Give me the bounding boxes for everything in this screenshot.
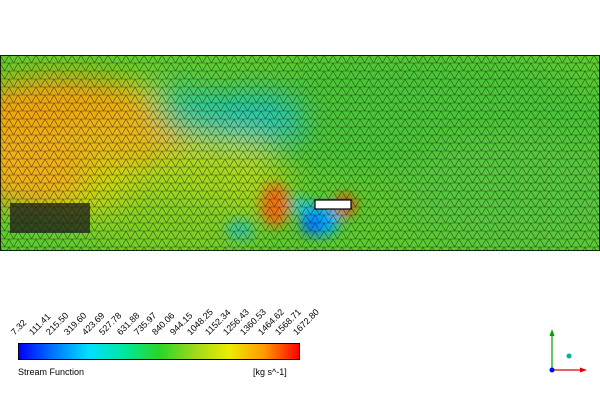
legend-units: [kg s^-1] — [253, 367, 287, 377]
triad-center-icon — [566, 353, 572, 359]
legend-colorbar — [18, 343, 300, 360]
stream-function-contour-plot[interactable] — [0, 55, 600, 251]
legend-title: Stream Function — [18, 367, 85, 377]
axis-triad-icon[interactable] — [540, 326, 588, 376]
obstacle — [314, 199, 352, 210]
z-axis-icon — [549, 367, 555, 373]
